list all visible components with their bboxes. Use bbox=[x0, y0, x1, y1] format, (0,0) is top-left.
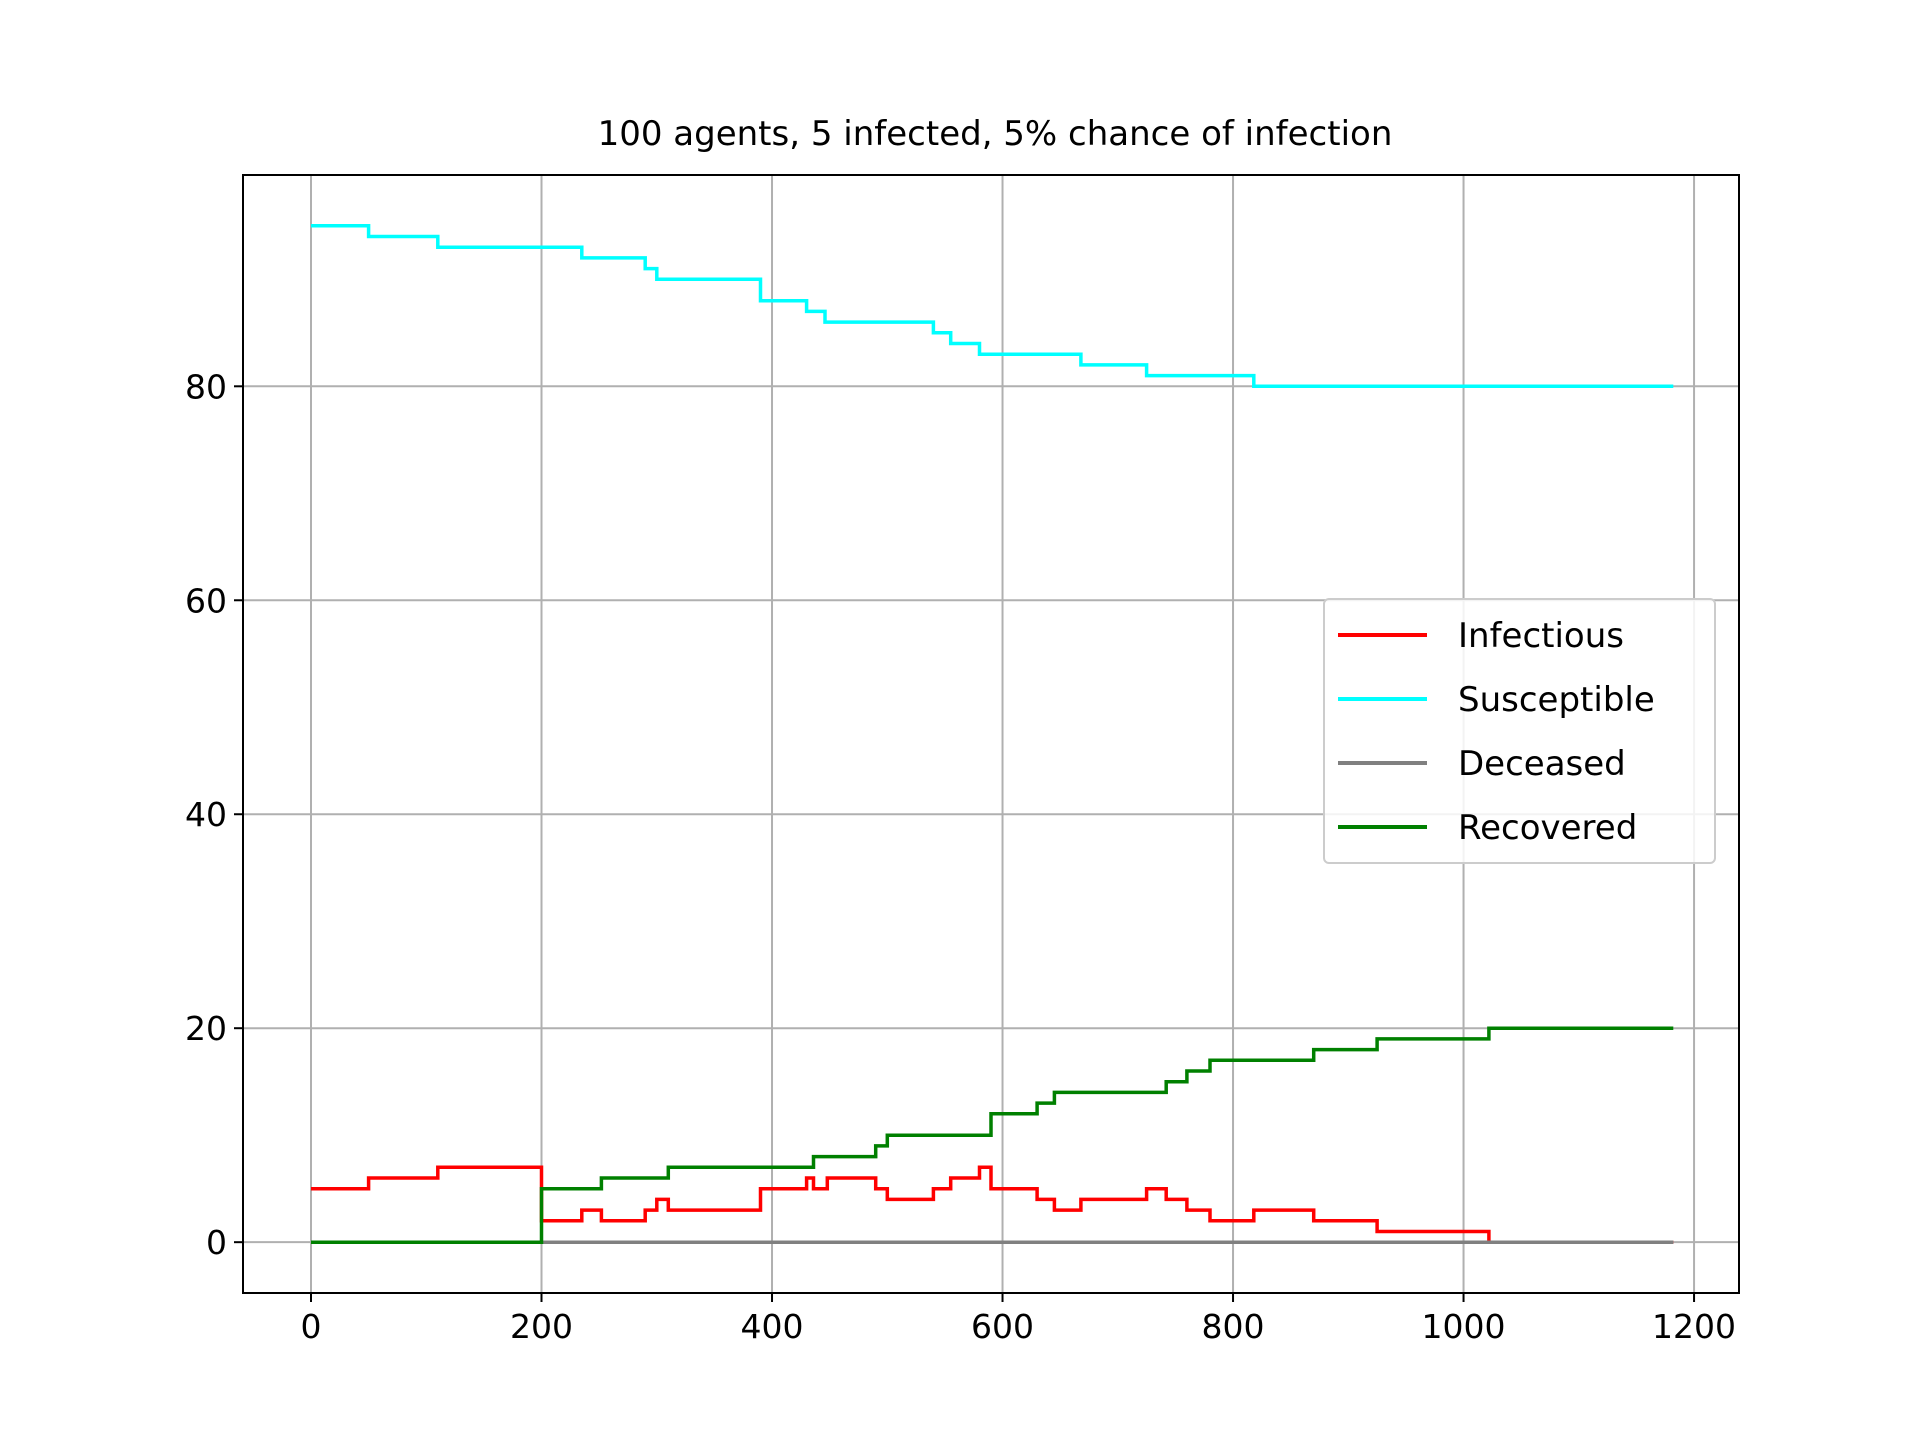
y-tick-label: 40 bbox=[185, 795, 227, 834]
legend-label-deceased: Deceased bbox=[1458, 744, 1626, 784]
x-tick-label: 400 bbox=[741, 1307, 804, 1346]
x-tick-label: 200 bbox=[510, 1307, 573, 1346]
chart-title: 100 agents, 5 infected, 5% chance of inf… bbox=[598, 114, 1393, 154]
series-line-recovered bbox=[311, 1026, 1674, 1244]
x-tick-label: 600 bbox=[971, 1307, 1034, 1346]
legend-label-infectious: Infectious bbox=[1458, 616, 1624, 656]
legend: Infectious Susceptible Deceased Recovered bbox=[1323, 598, 1716, 864]
y-tick-label: 60 bbox=[185, 581, 227, 620]
x-tick-label: 800 bbox=[1202, 1307, 1265, 1346]
series-layer bbox=[311, 224, 1674, 1244]
series-line-infectious bbox=[311, 1165, 1674, 1244]
x-tick-label: 1000 bbox=[1422, 1307, 1506, 1346]
plot-frame bbox=[242, 174, 1740, 1294]
axis-ticks: 0 200 400 600 800 1000 1200 0 20 40 60 80 bbox=[185, 367, 1736, 1346]
legend-label-susceptible: Susceptible bbox=[1458, 680, 1655, 720]
y-tick-label: 0 bbox=[206, 1223, 227, 1262]
y-tick-label: 20 bbox=[185, 1009, 227, 1048]
x-tick-label: 0 bbox=[301, 1307, 322, 1346]
legend-label-recovered: Recovered bbox=[1458, 808, 1637, 848]
series-line-susceptible bbox=[311, 224, 1674, 389]
legend-box bbox=[1323, 598, 1716, 864]
y-tick-label: 80 bbox=[185, 367, 227, 406]
x-tick-label: 1200 bbox=[1652, 1307, 1736, 1346]
